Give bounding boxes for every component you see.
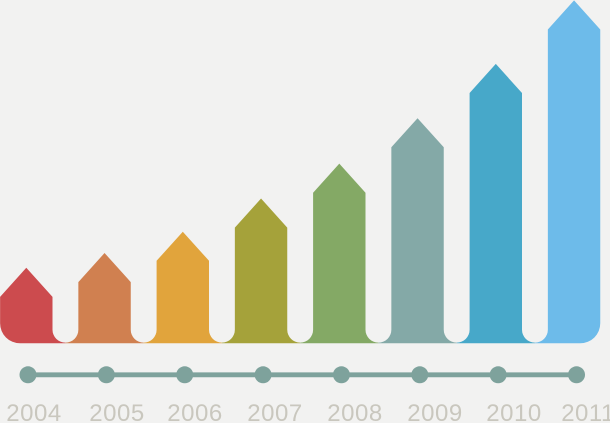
year-label-2011: 2011 [561,400,610,423]
year-label-2004: 2004 [6,400,62,423]
arrow-bar-2005 [65,253,144,344]
timeline-dot-2008 [332,366,350,384]
year-label-2008: 2008 [327,400,383,423]
arrow-bars-group [0,0,601,344]
year-label-2005: 2005 [89,400,145,423]
arrow-bar-2010 [456,63,535,344]
arrow-bar-2008 [300,163,379,344]
arrow-bar-2011 [534,0,601,344]
year-label-2006: 2006 [167,400,223,423]
timeline-dot-2010 [489,366,507,384]
timeline-dot-2009 [411,366,429,384]
timeline-dot-2007 [254,366,272,384]
timeline-axis-group [19,366,586,384]
arrow-bar-2009 [378,118,457,344]
arrow-bar-2004 [0,267,66,344]
timeline-dot-2005 [97,366,115,384]
year-label-2010: 2010 [486,400,542,423]
arrow-bar-2006 [143,231,222,344]
timeline-dot-2004 [19,366,37,384]
year-label-2009: 2009 [407,400,463,423]
year-label-2007: 2007 [247,400,303,423]
timeline-dot-2006 [176,366,194,384]
timeline-dot-2011 [568,366,586,384]
arrow-bar-2007 [221,198,301,344]
